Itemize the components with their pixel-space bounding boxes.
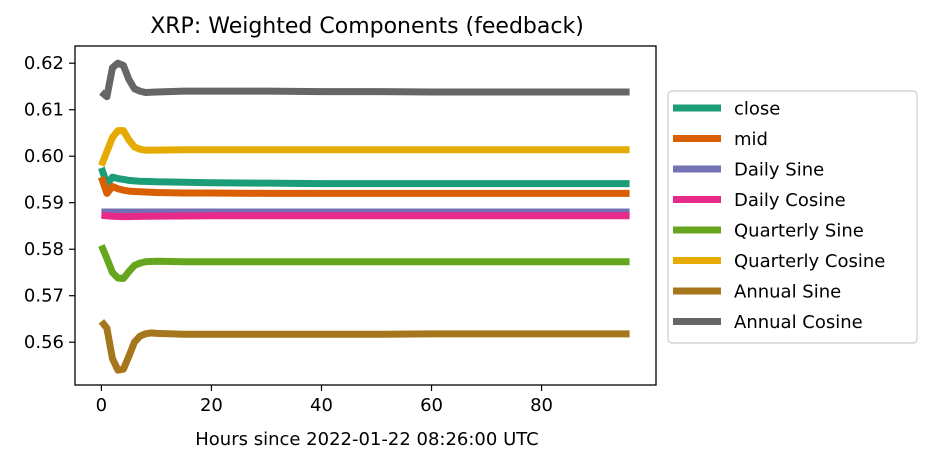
y-axis: 0.56 0.57 0.58 0.59 0.60 0.61 0.62: [24, 53, 75, 353]
series-line-1: [98, 176, 630, 197]
series-layer: [98, 59, 630, 374]
legend-label: Quarterly Sine: [734, 221, 864, 242]
legend-label: Daily Sine: [734, 160, 824, 181]
legend-label: close: [734, 99, 780, 120]
legend-label: Annual Cosine: [734, 312, 863, 333]
y-tick-label: 0.59: [24, 193, 64, 214]
chart-title: XRP: Weighted Components (feedback): [150, 14, 584, 39]
x-axis: 0 20 40 60 80: [96, 385, 553, 416]
y-tick-label: 0.57: [24, 286, 64, 307]
series-line-3: [101, 211, 630, 221]
x-axis-label: Hours since 2022-01-22 08:26:00 UTC: [195, 429, 539, 450]
series-line-5: [98, 127, 630, 167]
y-tick-label: 0.61: [24, 100, 64, 121]
legend-label: Quarterly Cosine: [734, 251, 885, 272]
plot-area-frame: [74, 45, 657, 386]
x-tick-label: 0: [96, 395, 107, 416]
series-line-6: [98, 319, 630, 374]
y-tick-label: 0.62: [24, 53, 64, 74]
y-tick-label: 0.60: [24, 146, 64, 167]
legend-label: Daily Cosine: [734, 190, 846, 211]
x-tick-label: 60: [420, 395, 443, 416]
series-line-4: [98, 244, 630, 283]
x-tick-label: 40: [310, 395, 333, 416]
legend: close mid Daily Sine Daily Cosine Quarterly …: [667, 90, 918, 344]
x-tick-label: 80: [530, 395, 553, 416]
legend-box: [667, 90, 918, 344]
legend-label: Annual Sine: [734, 282, 841, 303]
x-tick-label: 20: [200, 395, 223, 416]
y-tick-label: 0.56: [24, 332, 64, 353]
y-tick-label: 0.58: [24, 239, 64, 260]
legend-label: mid: [734, 129, 768, 150]
series-line-7: [99, 59, 630, 101]
series-line-0: [98, 166, 630, 188]
